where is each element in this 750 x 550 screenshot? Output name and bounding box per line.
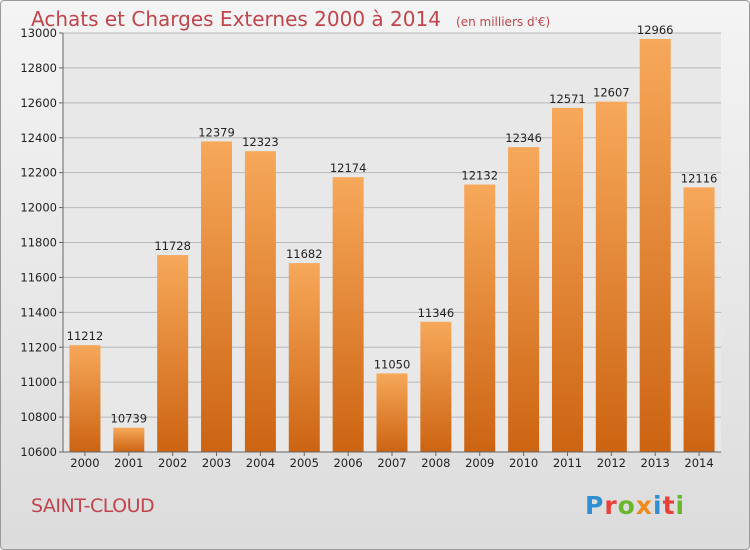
x-tick-label-2012: 2012 [597,456,626,470]
bar-2000 [69,345,101,452]
chart-title-main: Achats et Charges Externes 2000 à 2014 [31,7,441,31]
logo-letter: i [675,491,686,520]
bar-2001 [113,427,145,452]
value-label-2007: 11050 [374,357,411,371]
logo-letter: r [604,491,618,520]
value-label-2002: 11728 [154,239,191,253]
value-label-2006: 12174 [330,161,367,175]
value-label-2009: 12132 [461,169,498,183]
y-tick-label: 10800 [20,410,57,424]
logo-letter: o [617,491,636,520]
x-tick-label-2000: 2000 [70,456,99,470]
bar-2010 [508,147,540,453]
y-tick-label: 12400 [20,131,57,145]
bar-2005 [288,263,320,452]
value-label-2001: 10739 [111,412,148,426]
axes: 10600 10800 11000 11200 11400 11600 11800 12000… [20,26,721,470]
bar-2011 [551,107,583,453]
proxiti-logo: Proxiti [585,491,685,520]
x-tick-label-2009: 2009 [465,456,494,470]
bar-2012 [595,101,627,452]
x-tick-label-2007: 2007 [377,456,406,470]
bar-2002 [157,255,189,452]
bar-2014 [683,187,715,452]
place-name: SAINT-CLOUD [31,495,155,517]
value-labels: 11212 10739 11728 12379 12323 11682 12174 11050… [67,23,718,426]
x-tick-label-2005: 2005 [290,456,319,470]
y-tick-label: 11200 [20,340,57,354]
y-tick-label: 12600 [20,96,57,110]
y-tick-label: 11000 [20,375,57,389]
value-label-2011: 12571 [549,92,586,106]
value-label-2008: 11346 [418,306,455,320]
y-tick-label: 13000 [20,26,57,40]
bar-2013 [639,38,671,453]
value-label-2005: 11682 [286,247,323,261]
logo-letter: P [585,491,605,520]
y-tick-label: 11800 [20,236,57,250]
value-label-2012: 12607 [593,86,630,100]
bar-2004 [244,151,276,452]
bar-2003 [201,141,233,452]
bars [69,38,715,453]
logo-letter: x [635,491,653,520]
bar-2009 [464,184,496,452]
y-tick-label: 12000 [20,201,57,215]
bar-2006 [332,177,364,453]
y-tick-label: 11600 [20,270,57,284]
x-tick-label-2002: 2002 [158,456,187,470]
x-tick-label-2001: 2001 [114,456,143,470]
logo-letter: t [662,491,676,520]
x-tick-label-2013: 2013 [641,456,670,470]
bar-2007 [376,373,408,452]
value-label-2014: 12116 [681,171,718,185]
chart-title-unit: (en milliers d'€) [456,15,551,29]
x-tick-label-2011: 2011 [553,456,582,470]
value-label-2003: 12379 [198,125,235,139]
value-label-2010: 12346 [505,131,542,145]
x-tick-label-2014: 2014 [684,456,713,470]
x-tick-label-2010: 2010 [509,456,538,470]
x-tick-label-2003: 2003 [202,456,231,470]
x-tick-label-2008: 2008 [421,456,450,470]
chart-title: Achats et Charges Externes 2000 à 2014 (… [31,7,550,31]
x-tick-label-2006: 2006 [333,456,362,470]
y-tick-label: 12800 [20,61,57,75]
value-label-2013: 12966 [637,23,674,37]
value-label-2004: 12323 [242,135,279,149]
y-tick-label: 10600 [20,445,57,459]
value-label-2000: 11212 [67,329,104,343]
x-tick-label-2004: 2004 [246,456,275,470]
logo-letter: i [653,491,663,520]
y-tick-label: 12200 [20,166,57,180]
y-tick-label: 11400 [20,305,57,319]
bar-2008 [420,321,452,452]
